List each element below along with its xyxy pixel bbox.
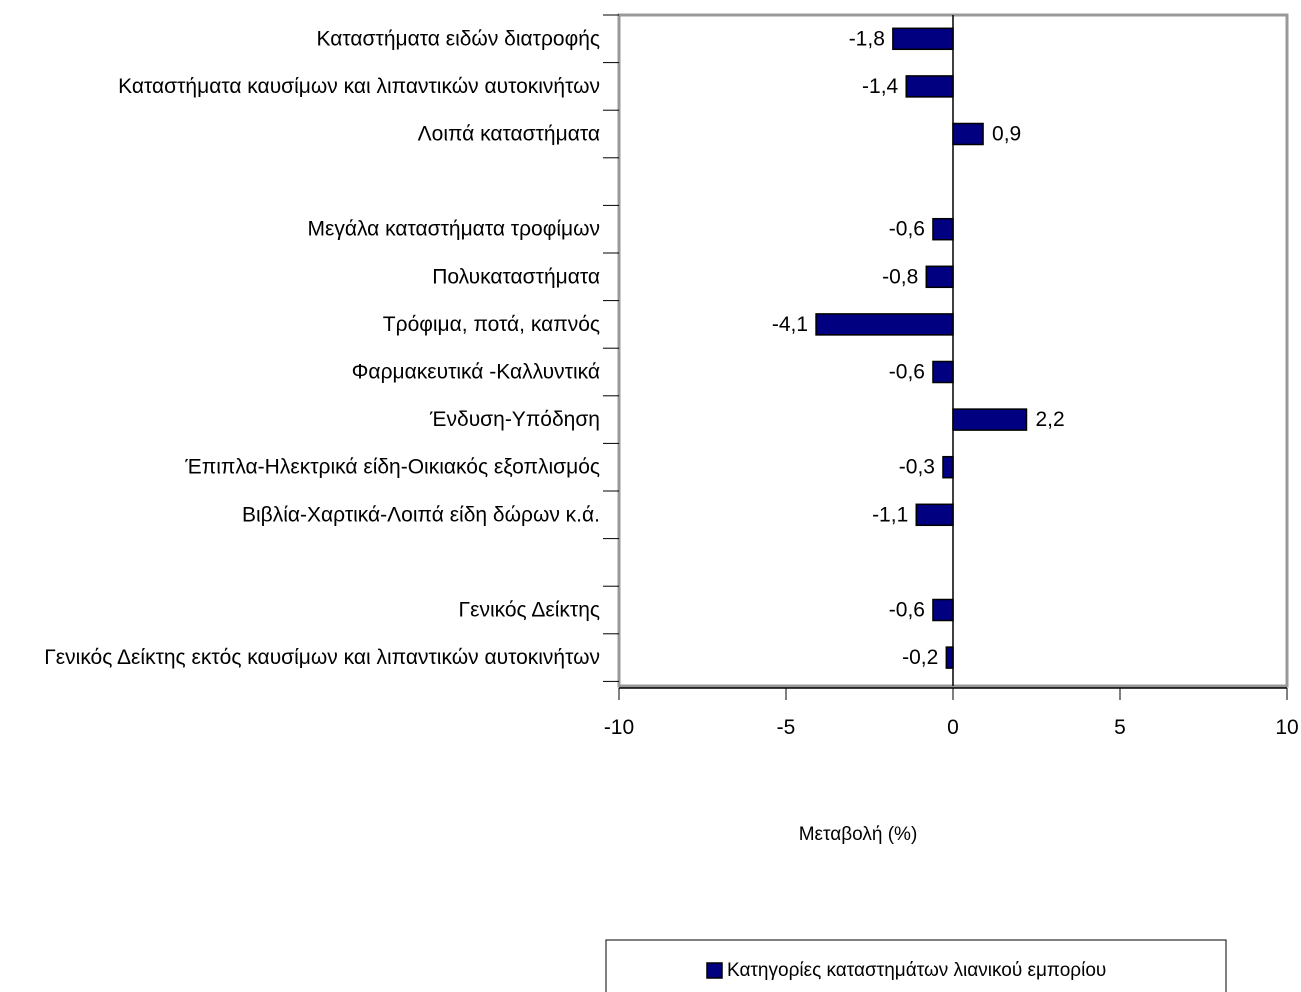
data-label: -4,1 <box>772 313 808 336</box>
data-label: -1,4 <box>862 75 899 98</box>
category-label: Ένδυση-Υπόδηση <box>429 408 600 431</box>
bar <box>942 455 954 479</box>
legend: Κατηγορίες καταστημάτων λιανικού εμπορίο… <box>605 939 1227 992</box>
bar <box>925 265 954 289</box>
category-label: Έπιπλα-Ηλεκτρικά είδη-Οικιακός εξοπλισμό… <box>184 456 600 479</box>
bar <box>945 646 954 669</box>
category-label: Βιβλία-Χαρτικά-Λοιπά είδη δώρων κ.ά. <box>242 503 600 526</box>
category-label: Πολυκαταστήματα <box>432 265 600 288</box>
data-label: -0,8 <box>882 265 918 288</box>
category-label: Τρόφιμα, ποτά, καπνός <box>383 313 600 336</box>
bar <box>932 360 954 384</box>
data-label: -1,8 <box>849 27 885 50</box>
data-label: -0,2 <box>902 646 938 669</box>
x-tick-label: 0 <box>947 716 959 739</box>
data-label: -0,6 <box>889 599 925 622</box>
category-label: Μεγάλα καταστήματα τροφίμων <box>307 218 600 241</box>
x-tick-label: 5 <box>1114 716 1126 739</box>
data-label: 2,2 <box>1035 408 1064 431</box>
category-label: Γενικός Δείκτης εκτός καυσίμων και λιπαν… <box>44 646 600 669</box>
data-label: 0,9 <box>992 123 1021 146</box>
category-label: Καταστήματα ειδών διατροφής <box>317 27 600 50</box>
bar <box>932 217 954 241</box>
category-label: Καταστήματα καυσίμων και λιπαντικών αυτο… <box>118 75 600 98</box>
x-axis-title: Μεταβολή (%) <box>799 824 918 845</box>
bar <box>932 598 954 622</box>
bar <box>905 75 954 98</box>
legend-label: Κατηγορίες καταστημάτων λιανικού εμπορίο… <box>727 960 1106 981</box>
bar <box>952 408 1028 431</box>
x-tick-label: 10 <box>1275 716 1298 739</box>
bar <box>892 27 954 51</box>
bar <box>815 313 954 336</box>
data-label: -0,3 <box>899 456 935 479</box>
category-label: Λοιπά καταστήματα <box>418 123 600 146</box>
category-label: Φαρμακευτικά -Καλλυντικά <box>352 361 600 384</box>
x-tick-label: -10 <box>604 716 634 739</box>
category-label: Γενικός Δείκτης <box>459 599 600 622</box>
legend-swatch <box>706 962 723 979</box>
data-label: -0,6 <box>889 361 925 384</box>
data-label: -0,6 <box>889 218 925 241</box>
bar <box>915 503 954 527</box>
bar <box>952 122 984 146</box>
data-label: -1,1 <box>872 503 908 526</box>
x-tick-label: -5 <box>777 716 796 739</box>
